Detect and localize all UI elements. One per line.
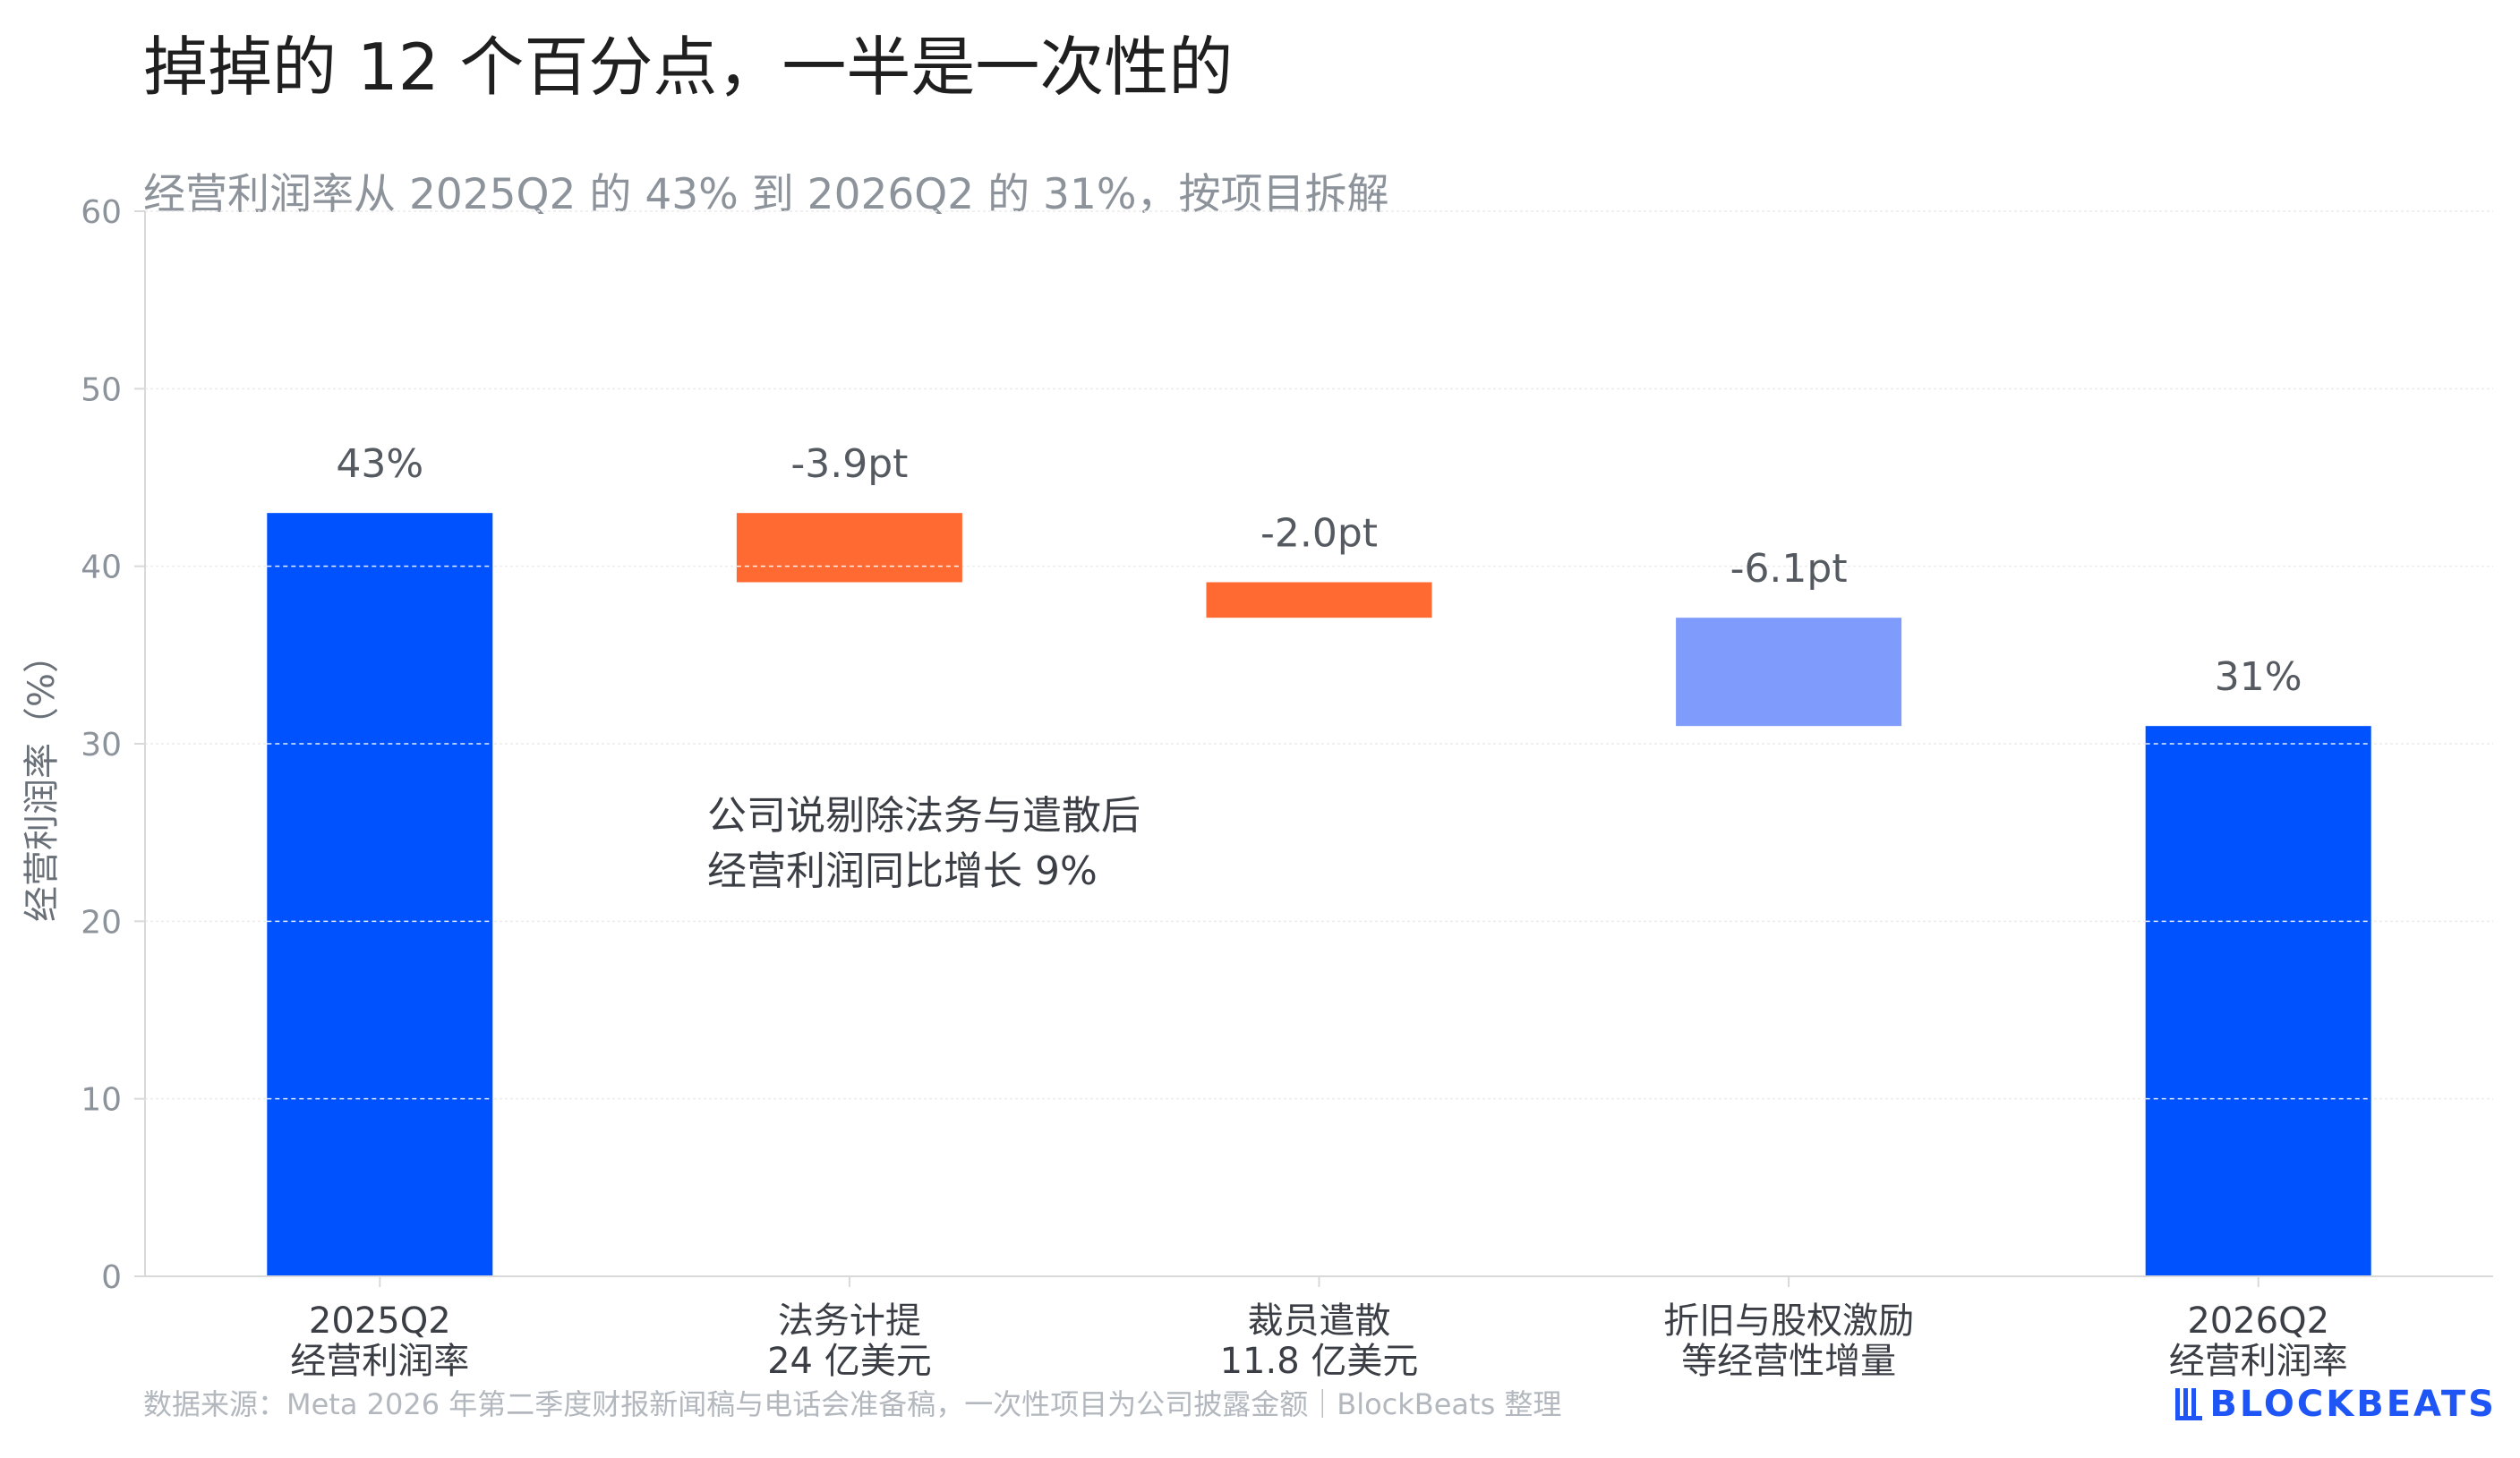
x-tick-label: 经营利润率	[2169, 1341, 2348, 1382]
data-label: -2.0pt	[1260, 511, 1378, 557]
y-axis-title: 经营利润率（%）	[21, 637, 63, 922]
y-tick-label: 60	[81, 194, 122, 231]
bar-2	[736, 513, 962, 583]
bar-dashed-gridlines	[267, 565, 2371, 1100]
labels: 0102030405060经营利润率（%）43%2025Q2经营利润率-3.9p…	[21, 194, 2348, 1382]
bar-5	[2145, 726, 2371, 1276]
bar-4	[1676, 618, 1902, 727]
y-tick-label: 20	[81, 904, 122, 941]
y-tick-label: 0	[101, 1259, 122, 1296]
logo-mark-icon	[2175, 1388, 2203, 1420]
bar-3	[1206, 582, 1432, 618]
data-label: -3.9pt	[790, 441, 908, 487]
x-tick-label: 等经营性增量	[1681, 1341, 1896, 1382]
x-tick-label: 裁员遣散	[1248, 1300, 1391, 1342]
x-tick-label: 2025Q2	[309, 1300, 451, 1342]
axes	[134, 210, 2493, 1287]
bar-1	[267, 513, 493, 1276]
data-label: -6.1pt	[1730, 546, 1848, 592]
y-tick-label: 10	[81, 1082, 122, 1119]
data-label: 31%	[2215, 654, 2302, 700]
y-tick-label: 50	[81, 371, 122, 408]
blockbeats-logo: BLOCKBEATS	[2175, 1384, 2497, 1425]
bars	[267, 513, 2371, 1276]
annotation-text: 经营利润同比增长 9%	[707, 848, 1098, 894]
y-tick-label: 40	[81, 550, 122, 586]
x-tick-label: 折旧与股权激励	[1663, 1300, 1914, 1342]
x-tick-label: 24 亿美元	[767, 1341, 932, 1382]
y-tick-label: 30	[81, 727, 122, 763]
gridlines	[145, 210, 2493, 1100]
source-note: 数据来源：Meta 2026 年第二季度财报新闻稿与电话会准备稿，一次性项目为公…	[143, 1387, 1562, 1421]
annotation-text: 公司说剔除法务与遣散后	[707, 793, 1140, 839]
x-tick-label: 法务计提	[778, 1300, 921, 1342]
data-label: 43%	[336, 441, 423, 487]
x-tick-label: 2026Q2	[2187, 1300, 2329, 1342]
logo-text: BLOCKBEATS	[2209, 1384, 2497, 1425]
x-tick-label: 经营利润率	[290, 1341, 469, 1382]
x-tick-label: 11.8 亿美元	[1220, 1341, 1419, 1382]
chart-title: 掉掉的 12 个百分点，一半是一次性的	[143, 30, 1234, 105]
